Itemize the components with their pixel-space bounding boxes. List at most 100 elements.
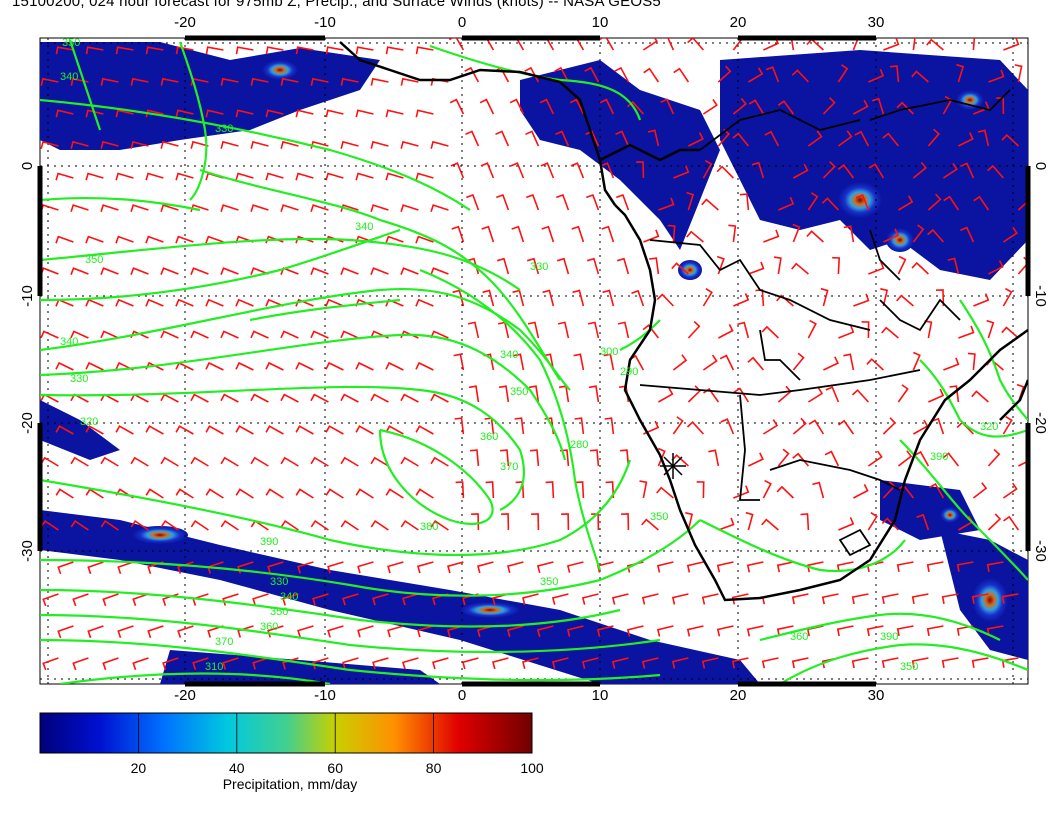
wind-barb — [430, 204, 449, 212]
wind-barb — [765, 66, 780, 83]
wind-barb — [838, 325, 855, 339]
wind-barb — [720, 418, 735, 435]
wind-barb — [100, 204, 119, 212]
wind-barb — [541, 225, 555, 243]
wind-barb — [967, 352, 976, 371]
contour-label: 340 — [500, 349, 518, 361]
wind-barb — [528, 385, 540, 403]
wind-barb — [987, 513, 1002, 531]
wind-barb — [355, 425, 374, 435]
wind-barb — [522, 593, 539, 605]
wind-barb — [717, 65, 732, 83]
wind-barb — [569, 98, 585, 115]
wind-barb — [602, 289, 615, 307]
wind-barb — [85, 235, 104, 244]
wind-barb — [451, 225, 465, 243]
contour-label: 290 — [620, 366, 638, 378]
wind-barb — [310, 77, 329, 86]
wind-barb — [643, 67, 660, 83]
wind-barb — [85, 109, 104, 118]
wind-barb — [807, 192, 819, 211]
lat-label-left: 0 — [19, 162, 36, 170]
wind-barb — [160, 267, 179, 275]
colorbar-label: Precipitation, mm/day — [222, 776, 358, 792]
wind-barb — [72, 657, 89, 671]
wind-barb — [1003, 38, 1020, 51]
wind-barb — [807, 387, 824, 403]
geopotential-contour — [619, 319, 661, 351]
wind-barb — [252, 657, 269, 670]
madagascar-island — [999, 379, 1028, 421]
wind-barb — [556, 193, 570, 211]
wind-barb — [385, 46, 404, 55]
wind-barb — [147, 625, 164, 638]
wind-barb — [310, 456, 329, 467]
geopotential-contour — [899, 439, 1028, 581]
wind-barb — [130, 140, 149, 149]
wind-barb — [235, 488, 254, 499]
wind-barb — [100, 330, 119, 339]
wind-barb — [791, 657, 809, 669]
wind-barb — [672, 354, 688, 371]
wind-barb — [415, 298, 434, 307]
wind-barb — [327, 561, 344, 574]
geopotential-contour — [378, 428, 494, 525]
geopotential-contour — [40, 333, 567, 461]
wind-barb — [960, 226, 975, 243]
lon-label-top: 0 — [458, 14, 466, 31]
geopotential-contour — [40, 588, 621, 628]
wind-barb — [696, 481, 705, 499]
wind-barb — [471, 513, 480, 531]
wind-barb — [1002, 482, 1018, 499]
wind-barb — [117, 561, 134, 575]
geopotential-contour — [40, 613, 661, 654]
wind-barb — [731, 657, 749, 669]
wind-barb — [1002, 416, 1013, 435]
wind-barb — [385, 361, 404, 371]
geopotential-contour — [249, 298, 401, 322]
wind-barb — [539, 98, 555, 115]
wind-barb — [1001, 593, 1019, 604]
wind-barb — [837, 130, 853, 147]
wind-barb — [554, 66, 570, 83]
wind-barb — [526, 193, 540, 211]
wind-barb — [265, 488, 284, 499]
wind-barb — [453, 353, 465, 371]
wind-barb — [748, 99, 765, 115]
geopotential-contour — [199, 168, 561, 381]
wind-barb — [190, 456, 209, 467]
wind-barb — [267, 561, 284, 574]
wind-barb — [671, 593, 689, 605]
wind-barb — [72, 593, 89, 607]
axis-edge-ticks — [37, 35, 1031, 687]
wind-barb — [620, 449, 630, 467]
wind-barb — [415, 46, 434, 55]
wind-barb — [340, 456, 359, 467]
wind-barb — [896, 101, 914, 115]
wind-barb — [972, 482, 988, 499]
wind-barb — [55, 425, 74, 435]
wind-barb — [415, 361, 434, 371]
border-9 — [879, 298, 961, 332]
wind-barb — [190, 330, 209, 339]
wind-barb — [55, 361, 74, 371]
wind-barb — [190, 140, 209, 149]
wind-barb — [280, 77, 299, 86]
wind-barb — [482, 289, 495, 307]
wind-barb — [931, 417, 945, 435]
wind-barb — [793, 163, 809, 179]
wind-barb — [812, 481, 825, 499]
wind-barb — [882, 417, 897, 435]
lon-label-top: 20 — [730, 14, 747, 31]
wind-barb — [130, 456, 149, 467]
wind-barb — [611, 657, 629, 669]
colorbar-tick-label: 60 — [327, 760, 343, 776]
contour-label: 350 — [85, 254, 103, 266]
contour-label: 350 — [540, 576, 558, 588]
wind-barb — [643, 420, 660, 435]
wind-barb — [470, 449, 480, 467]
wind-barb — [987, 164, 1004, 179]
wind-barb — [561, 513, 570, 531]
wind-barb — [776, 561, 794, 573]
wind-barb — [132, 657, 149, 670]
